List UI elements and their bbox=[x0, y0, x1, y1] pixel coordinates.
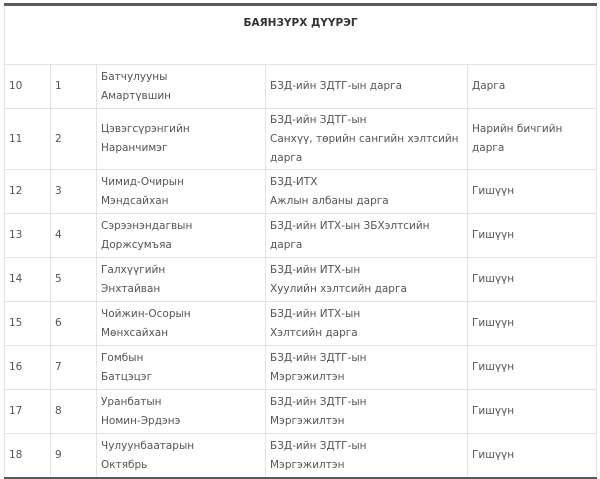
row-number: 15 bbox=[4, 301, 51, 346]
member-position: БЗД-ийн ЗДТГ-ын Мэргэжилтэн bbox=[265, 345, 468, 390]
member-position: БЗД-ийн ИТХ-ын ЗБХэлтсийн дарга bbox=[265, 213, 468, 258]
table-row: 11 2 Цэвэгсүрэнгийн Наранчимэг БЗД-ийн ЗДТГ-… bbox=[4, 108, 598, 170]
sub-number: 1 bbox=[50, 64, 97, 109]
table-row: 10 1 Батчулууны Амартүвшин БЗД-ийн ЗДТГ-ын д… bbox=[4, 64, 598, 109]
position-line: БЗД-ийн ЗДТГ-ын bbox=[270, 395, 367, 408]
member-position: БЗД-ИТХ Ажлын албаны дарга bbox=[265, 169, 468, 214]
member-role: Гишүүн bbox=[466, 389, 598, 434]
position-line: БЗД-ийн ЗДТГ-ын дарга bbox=[270, 80, 403, 92]
row-number: 12 bbox=[4, 169, 51, 214]
sub-number: 6 bbox=[50, 301, 97, 346]
table-row: 14 5 Галхүүгийн Энхтайван БЗД-ийн ИТХ-ын Хуул… bbox=[4, 257, 598, 302]
row-number: 18 bbox=[4, 433, 51, 479]
row-number: 16 bbox=[4, 345, 51, 390]
table-row: 17 8 Уранбатын Номин-Эрдэнэ БЗД-ийн ЗДТГ-ын М… bbox=[4, 389, 598, 434]
row-number: 14 bbox=[4, 257, 51, 302]
table-row: 18 9 Чулуунбаатарын Октябрь БЗД-ийн ЗДТГ-ын М… bbox=[4, 433, 598, 479]
member-name: Цэвэгсүрэнгийн Наранчимэг bbox=[96, 108, 266, 170]
member-position: БЗД-ийн ЗДТГ-ын Мэргэжилтэн bbox=[265, 389, 468, 434]
name-line: Мэндсайхан bbox=[101, 194, 169, 207]
sub-number: 5 bbox=[50, 257, 97, 302]
sub-number: 7 bbox=[50, 345, 97, 390]
member-name: Уранбатын Номин-Эрдэнэ bbox=[96, 389, 266, 434]
member-name: Гомбын Батцэцэг bbox=[96, 345, 266, 390]
member-position: БЗД-ийн ЗДТГ-ын дарга bbox=[265, 64, 468, 109]
name-line: Галхүүгийн bbox=[101, 263, 166, 276]
member-name: Чулуунбаатарын Октябрь bbox=[96, 433, 266, 479]
name-line: Гомбын bbox=[101, 351, 144, 364]
member-role: Дарга bbox=[466, 64, 598, 109]
name-line: Чимид-Очирын bbox=[101, 175, 184, 188]
name-line: Энхтайван bbox=[101, 282, 161, 295]
sub-number: 4 bbox=[50, 213, 97, 258]
position-line: Мэргэжилтэн bbox=[270, 458, 345, 471]
name-line: Наранчимэг bbox=[101, 142, 168, 154]
position-line: Мэргэжилтэн bbox=[270, 370, 345, 383]
name-line: Чулуунбаатарын bbox=[101, 439, 195, 452]
member-name: Батчулууны Амартүвшин bbox=[96, 64, 266, 109]
position-line: БЗД-ийн ЗДТГ-ын bbox=[270, 113, 367, 126]
row-number: 17 bbox=[4, 389, 51, 434]
position-line: БЗД-ийн ЗДТГ-ын bbox=[270, 351, 367, 364]
name-line: Уранбатын bbox=[101, 395, 162, 408]
name-line: Батцэцэг bbox=[101, 370, 153, 383]
table-title: БАЯНЗҮРХ ДҮҮРЭГ bbox=[3, 4, 598, 65]
row-number: 11 bbox=[4, 108, 51, 170]
member-role: Гишүүн bbox=[466, 433, 598, 479]
position-line: БЗД-ийн ИТХ-ын bbox=[270, 307, 361, 320]
name-line: Октябрь bbox=[101, 458, 148, 471]
position-line: БЗД-ийн ЗДТГ-ын bbox=[270, 439, 367, 452]
member-role: Гишүүн bbox=[466, 213, 598, 258]
position-line: Хэлтсийн дарга bbox=[270, 326, 358, 339]
member-role: Гишүүн bbox=[466, 345, 598, 390]
name-line: Цэвэгсүрэнгийн bbox=[101, 123, 190, 135]
position-line: Мэргэжилтэн bbox=[270, 414, 345, 427]
table-row: 12 3 Чимид-Очирын Мэндсайхан БЗД-ИТХ Ажлын ал… bbox=[4, 169, 598, 214]
sub-number: 8 bbox=[50, 389, 97, 434]
name-line: Сэрээнэндагвын bbox=[101, 219, 193, 232]
member-position: БЗД-ийн ЗДТГ-ын Санхүү, төрийн сангийн хэ… bbox=[265, 108, 468, 170]
member-name: Чойжин-Осорын Мөнхсайхан bbox=[96, 301, 266, 346]
member-name: Чимид-Очирын Мэндсайхан bbox=[96, 169, 266, 214]
position-line: дарга bbox=[270, 151, 303, 164]
member-position: БЗД-ийн ИТХ-ын Хуулийн хэлтсийн дарга bbox=[265, 257, 468, 302]
position-line: Санхүү, төрийн сангийн хэлтсийн bbox=[270, 132, 459, 145]
member-name: Сэрээнэндагвын Доржсумъяа bbox=[96, 213, 266, 258]
member-name: Галхүүгийн Энхтайван bbox=[96, 257, 266, 302]
row-number: 10 bbox=[4, 64, 51, 109]
members-table: БАЯНЗҮРХ ДҮҮРЭГ 10 1 Батчулууны Амартүвшин Б… bbox=[3, 3, 598, 479]
position-line: Ажлын албаны дарга bbox=[270, 194, 389, 207]
position-line: БЗД-ийн ИТХ-ын ЗБХэлтсийн дарга bbox=[270, 219, 430, 251]
table-row: 16 7 Гомбын Батцэцэг БЗД-ийн ЗДТГ-ын Мэргэжил… bbox=[4, 345, 598, 390]
name-line: Мөнхсайхан bbox=[101, 326, 169, 339]
member-role: Гишүүн bbox=[466, 169, 598, 214]
sub-number: 2 bbox=[50, 108, 97, 170]
name-line: Номин-Эрдэнэ bbox=[101, 414, 181, 427]
sub-number: 3 bbox=[50, 169, 97, 214]
member-role: Гишүүн bbox=[466, 301, 598, 346]
member-position: БЗД-ийн ИТХ-ын Хэлтсийн дарга bbox=[265, 301, 468, 346]
name-line: Чойжин-Осорын bbox=[101, 307, 191, 320]
member-role: Нарийн бичгийн дарга bbox=[466, 108, 598, 170]
name-line: Доржсумъяа bbox=[101, 238, 172, 251]
row-number: 13 bbox=[4, 213, 51, 258]
name-line: Батчулууны bbox=[101, 70, 168, 83]
position-line: БЗД-ИТХ bbox=[270, 175, 318, 188]
table-row: 13 4 Сэрээнэндагвын Доржсумъяа БЗД-ийн ИТХ-ы… bbox=[4, 213, 598, 258]
position-line: БЗД-ийн ИТХ-ын bbox=[270, 263, 361, 276]
position-line: Хуулийн хэлтсийн дарга bbox=[270, 282, 407, 295]
sub-number: 9 bbox=[50, 433, 97, 479]
table-row: 15 6 Чойжин-Осорын Мөнхсайхан БЗД-ийн ИТХ-ын… bbox=[4, 301, 598, 346]
member-role: Гишүүн bbox=[466, 257, 598, 302]
name-line: Амартүвшин bbox=[101, 89, 172, 102]
member-position: БЗД-ийн ЗДТГ-ын Мэргэжилтэн bbox=[265, 433, 468, 479]
